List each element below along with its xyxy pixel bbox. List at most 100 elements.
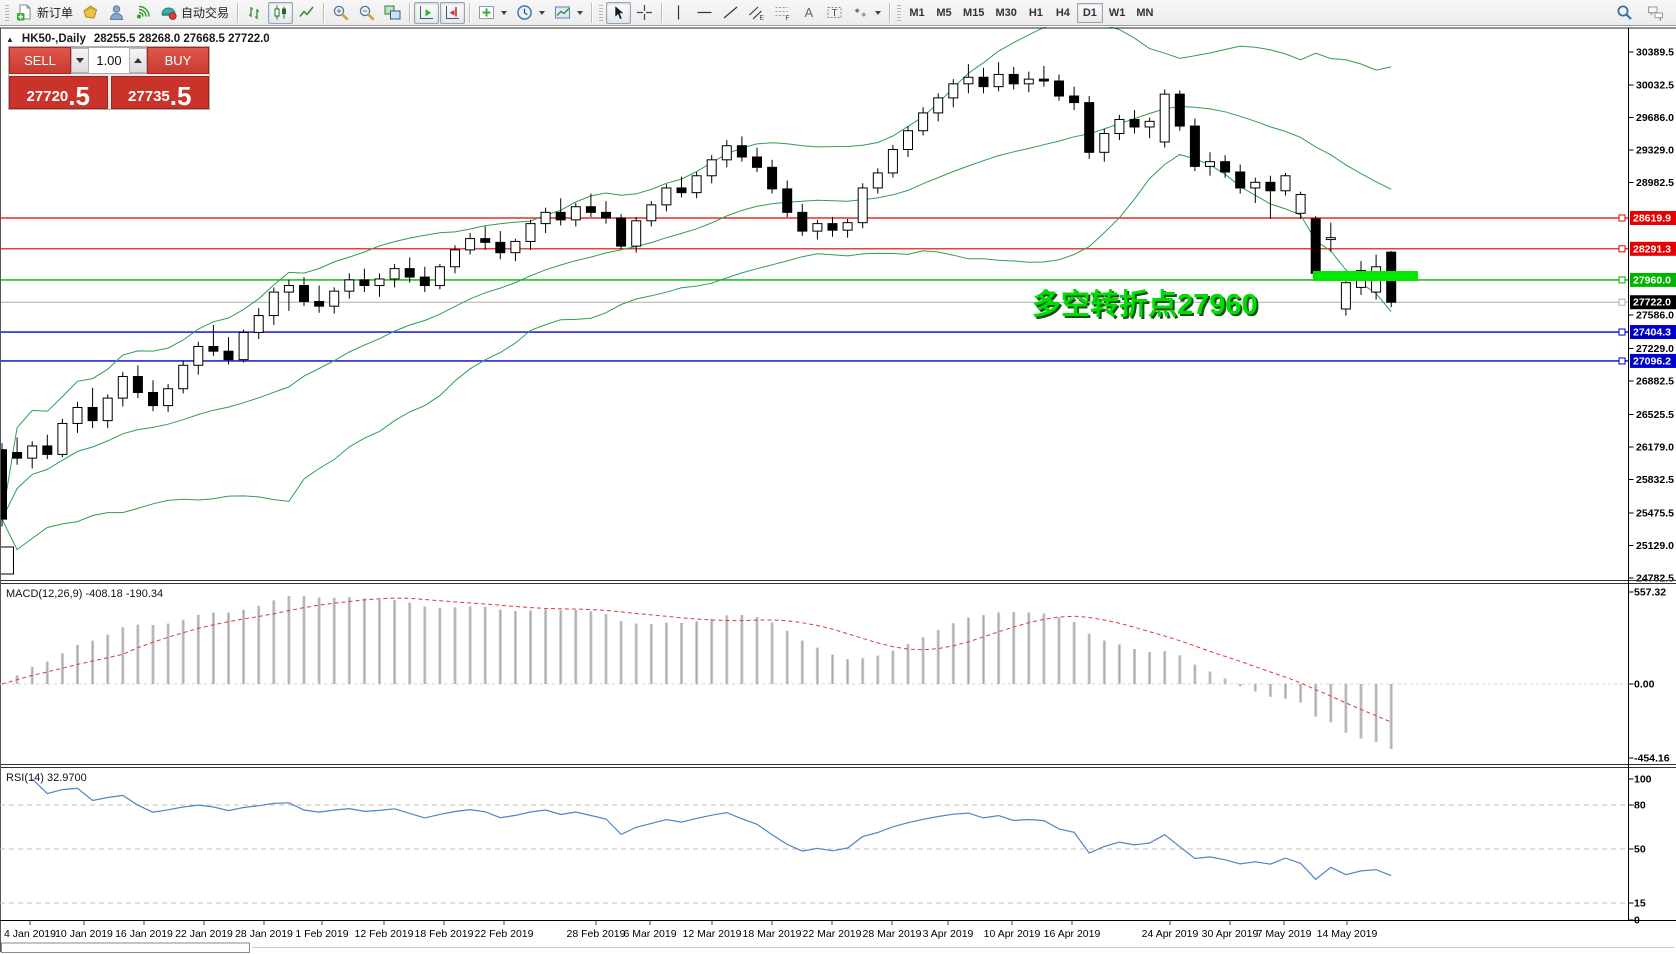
- chart-shift-button[interactable]: [440, 1, 466, 24]
- tab-timeframe-w1[interactable]: W1: [1104, 3, 1131, 23]
- volume-increase-button[interactable]: [129, 48, 147, 73]
- dropdown-caret[interactable]: [875, 10, 882, 15]
- chat-icon: [1648, 6, 1663, 21]
- crosshair-button[interactable]: [632, 2, 657, 24]
- arrows-button[interactable]: [848, 2, 885, 24]
- svg-text:4 Jan 2019: 4 Jan 2019: [4, 928, 56, 940]
- tab-timeframe-d1[interactable]: D1: [1076, 2, 1103, 23]
- arrows-icon: [854, 8, 867, 17]
- tab-timeframe-h1[interactable]: H1: [1023, 3, 1049, 23]
- text-label-button[interactable]: T: [822, 2, 847, 24]
- svg-text:多空转折点27960: 多空转折点27960: [1034, 289, 1260, 323]
- text-label-icon: T: [832, 8, 838, 19]
- dropdown-caret[interactable]: [577, 10, 584, 15]
- zoom-in-button[interactable]: [328, 2, 353, 24]
- svg-text:22 Jan 2019: 22 Jan 2019: [175, 928, 233, 940]
- svg-text:25475.5: 25475.5: [1636, 508, 1674, 520]
- bar-chart-button[interactable]: [242, 2, 267, 24]
- svg-text:24782.5: 24782.5: [1636, 573, 1674, 585]
- svg-text:10 Apr 2019: 10 Apr 2019: [984, 928, 1041, 940]
- buy-button[interactable]: BUY: [147, 47, 209, 74]
- svg-text:27404.3: 27404.3: [1633, 327, 1671, 339]
- zoom-out-icon: [359, 5, 375, 21]
- periods-button[interactable]: [512, 2, 549, 24]
- svg-text:24 Apr 2019: 24 Apr 2019: [1142, 928, 1199, 940]
- tab-timeframe-m5[interactable]: M5: [931, 3, 957, 23]
- toolbar-drag-handle[interactable]: [599, 4, 604, 21]
- buy-price-pips: .5: [169, 81, 192, 112]
- volume-input[interactable]: 1.00: [89, 48, 129, 73]
- scroll-group: [414, 1, 466, 24]
- svg-text:26882.5: 26882.5: [1636, 376, 1674, 388]
- toolbar-drag-handle[interactable]: [897, 4, 902, 21]
- community-icon: [110, 5, 124, 20]
- chart-symbol-period: HK50-,Daily: [21, 33, 86, 45]
- community-button[interactable]: [104, 2, 129, 24]
- triangle-up-icon: [134, 58, 142, 63]
- svg-text:0.00: 0.00: [1634, 679, 1655, 691]
- market-button[interactable]: [78, 2, 103, 24]
- svg-text:10 Jan 2019: 10 Jan 2019: [55, 928, 113, 940]
- text-button[interactable]: A: [796, 2, 821, 24]
- collapse-icon[interactable]: ▲: [6, 34, 14, 44]
- svg-text:50: 50: [1634, 844, 1646, 856]
- trendline-button[interactable]: [718, 2, 743, 24]
- svg-text:6 Mar 2019: 6 Mar 2019: [623, 928, 676, 940]
- buy-price-tile[interactable]: 27735.5: [110, 76, 209, 112]
- chat-button[interactable]: [1643, 2, 1668, 24]
- periods-clock-icon: [517, 5, 532, 20]
- search-button[interactable]: [1612, 2, 1637, 24]
- signals-button[interactable]: [130, 2, 155, 24]
- sell-price-tile[interactable]: 27720.5: [9, 76, 108, 109]
- svg-text:16 Jan 2019: 16 Jan 2019: [115, 928, 173, 940]
- chart-shift-icon: [446, 6, 460, 19]
- svg-text:MACD(12,26,9) -408.18 -190.34: MACD(12,26,9) -408.18 -190.34: [6, 588, 163, 600]
- dropdown-caret[interactable]: [501, 10, 508, 15]
- fibonacci-icon: F: [775, 6, 790, 21]
- toolbar-separator: [889, 2, 891, 23]
- chart-canvas[interactable]: 多空转折点27960多空转折点2796030389.530032.529686.…: [0, 27, 1676, 954]
- volume-decrease-button[interactable]: [71, 48, 89, 73]
- vertical-line-button[interactable]: [666, 2, 691, 24]
- text-icon: A: [805, 5, 814, 20]
- candlestick-chart-button[interactable]: [268, 1, 294, 24]
- vertical-line-icon: [677, 5, 680, 20]
- indicators-button[interactable]: [474, 2, 511, 24]
- indicators-icon: [479, 6, 495, 19]
- sell-price-main: 27720: [26, 88, 69, 105]
- tab-timeframe-m1[interactable]: M1: [904, 3, 930, 23]
- horizontal-line-icon: [697, 11, 712, 14]
- horizontal-line-button[interactable]: [692, 2, 717, 24]
- zoom-out-button[interactable]: [354, 2, 379, 24]
- volume-stepper: 1.00: [71, 47, 147, 74]
- dropdown-caret[interactable]: [539, 10, 546, 15]
- templates-button[interactable]: [550, 2, 587, 24]
- tab-timeframe-mn[interactable]: MN: [1131, 3, 1158, 23]
- tab-timeframe-m30[interactable]: M30: [990, 3, 1021, 23]
- drawing-group: E F A T: [666, 2, 885, 24]
- equidistant-channel-button[interactable]: E: [744, 2, 769, 24]
- svg-text:28 Feb 2019: 28 Feb 2019: [567, 928, 626, 940]
- svg-text:28982.5: 28982.5: [1636, 177, 1674, 189]
- line-chart-button[interactable]: [294, 2, 319, 24]
- toolbar-separator: [469, 2, 471, 23]
- sell-button[interactable]: SELL: [9, 47, 71, 74]
- auto-trading-button[interactable]: 自动交易: [156, 2, 233, 24]
- indicator-group: [474, 2, 587, 24]
- bar-chart-icon: [249, 7, 260, 19]
- svg-text:28619.9: 28619.9: [1633, 212, 1671, 224]
- svg-text:27586.0: 27586.0: [1636, 310, 1674, 322]
- tile-windows-button[interactable]: [380, 2, 405, 24]
- auto-trading-label: 自动交易: [181, 6, 230, 20]
- auto-scroll-icon: [420, 6, 434, 19]
- new-order-button[interactable]: 新订单: [12, 2, 77, 24]
- main-toolbar: 新订单 自动交易: [0, 0, 1676, 26]
- toolbar-drag-handle[interactable]: [5, 4, 9, 21]
- tab-timeframe-m15[interactable]: M15: [958, 3, 989, 23]
- fibonacci-button[interactable]: F: [770, 2, 795, 24]
- svg-text:18 Mar 2019: 18 Mar 2019: [743, 928, 802, 940]
- tab-timeframe-h4[interactable]: H4: [1050, 3, 1076, 23]
- auto-scroll-button[interactable]: [414, 1, 440, 24]
- svg-text:RSI(14) 32.9700: RSI(14) 32.9700: [6, 772, 87, 784]
- cursor-button[interactable]: [606, 1, 632, 24]
